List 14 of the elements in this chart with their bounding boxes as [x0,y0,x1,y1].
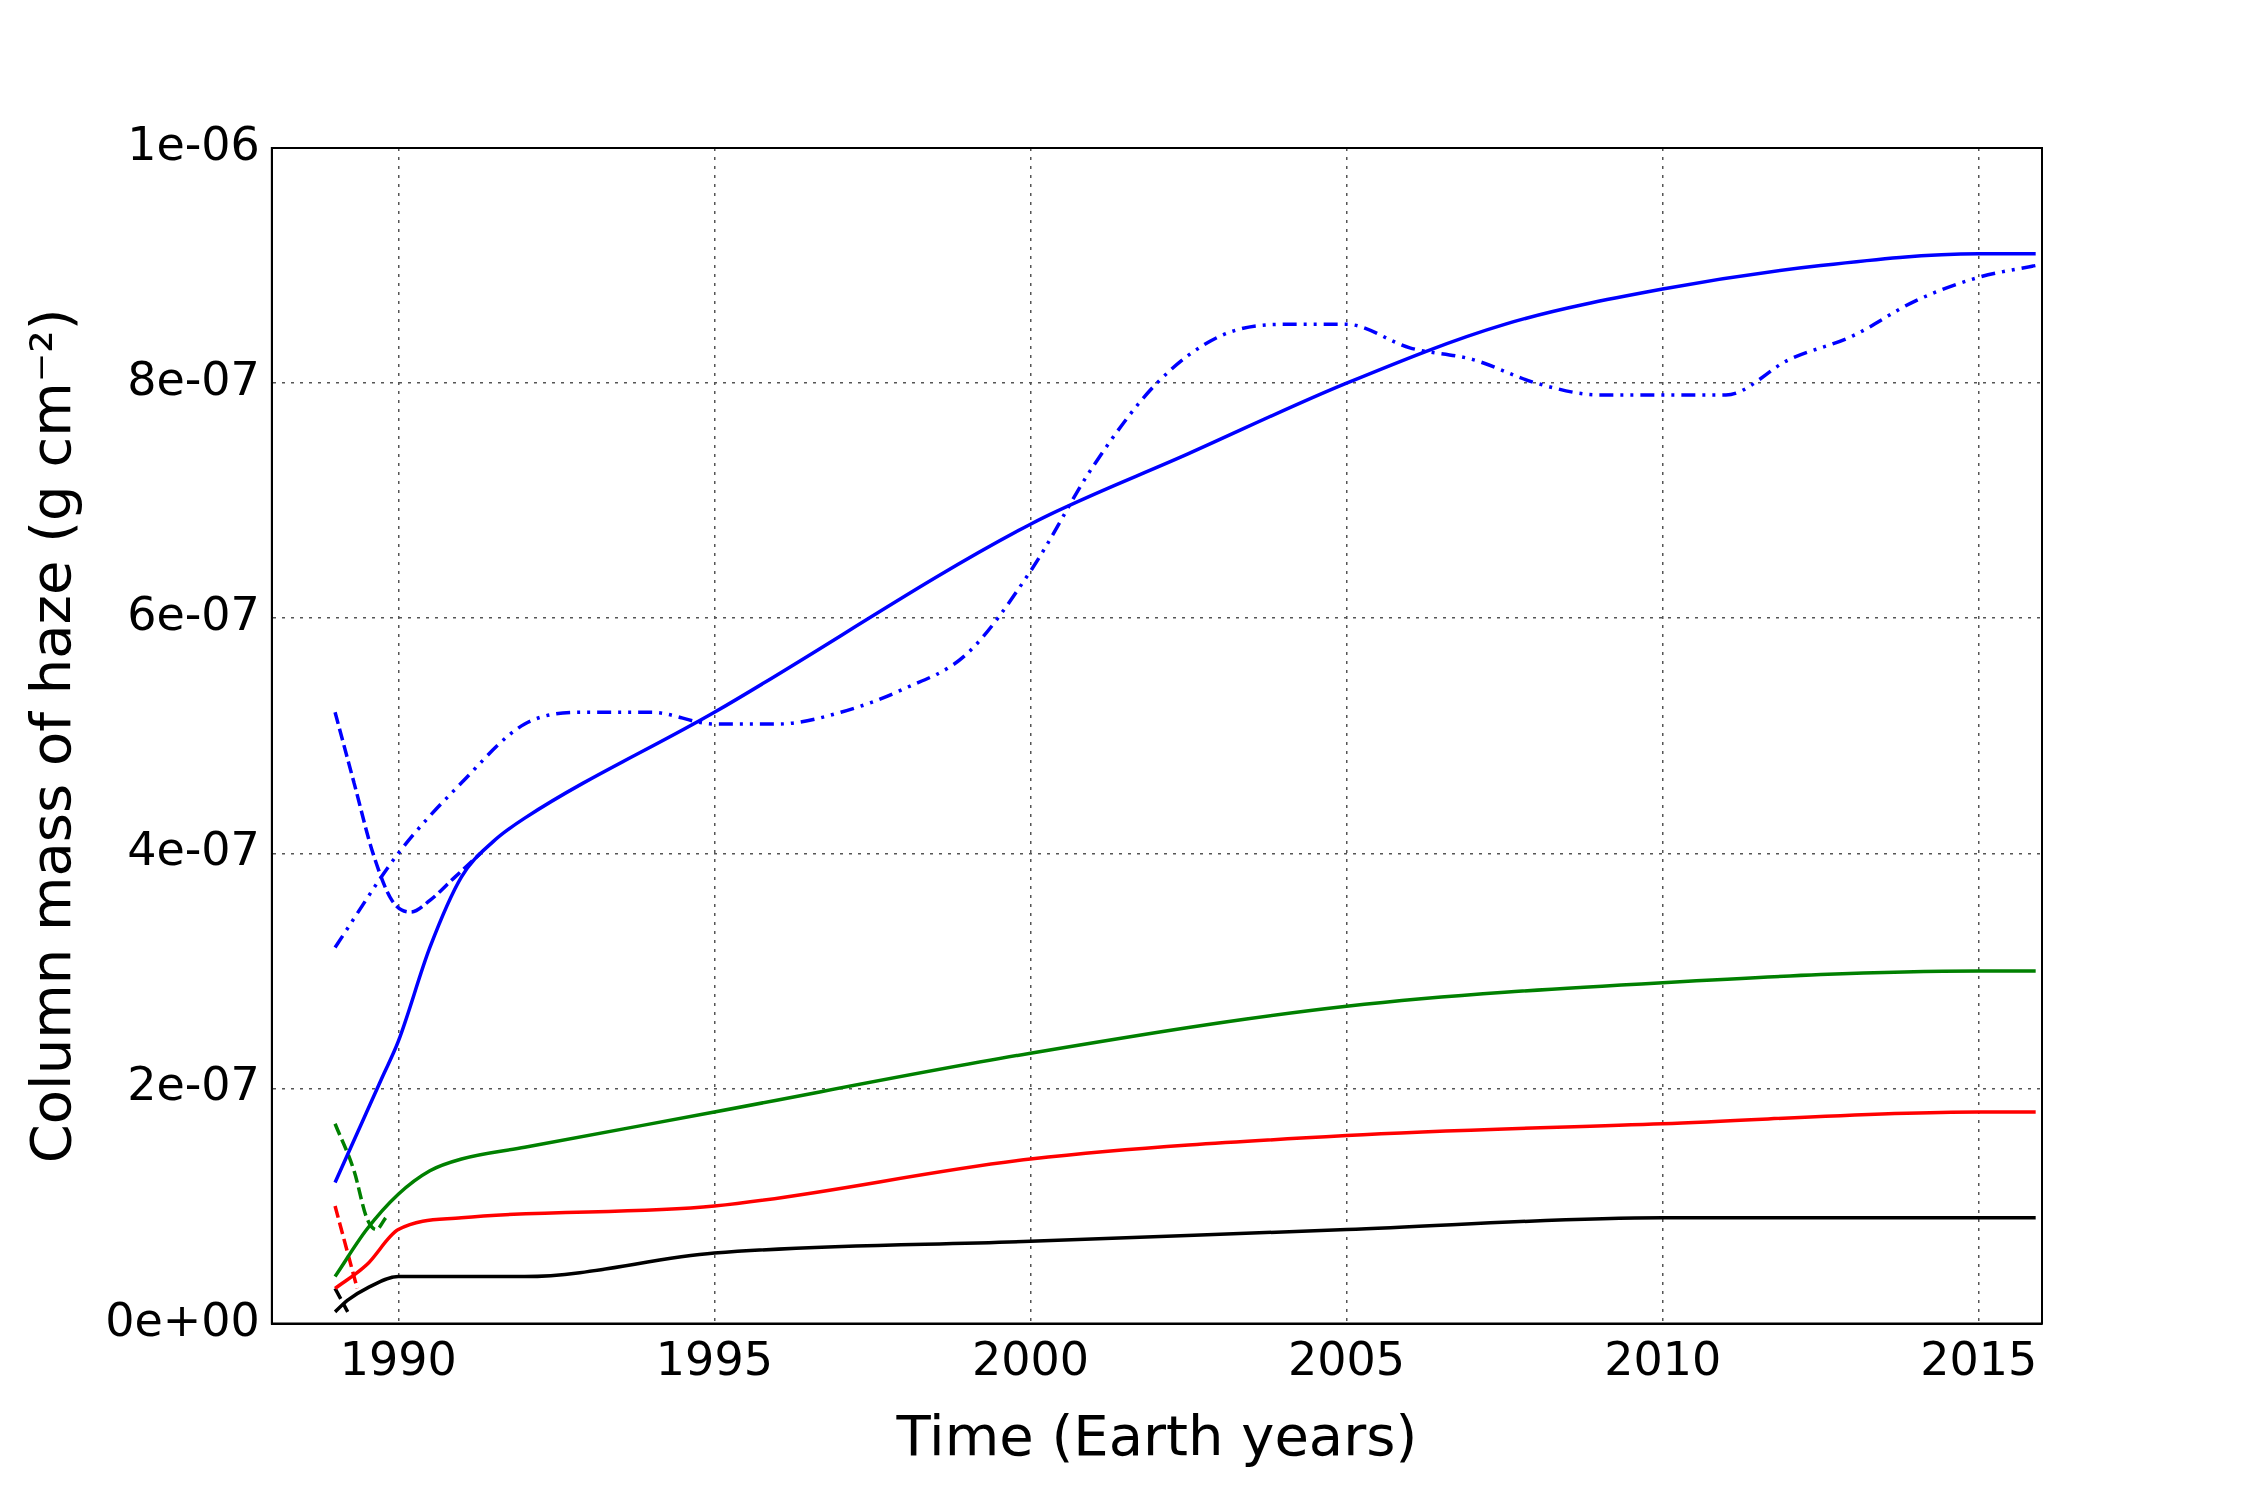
x-tick-label: 2005 [1288,1332,1406,1387]
x-tick-label: 1990 [339,1332,457,1387]
y-tick-label: 0e+00 [105,1292,260,1347]
y-tick-label: 1e-06 [127,116,260,171]
y-axis-title: Column mass of haze (g cm⁻²) [18,308,84,1164]
x-tick-label: 1995 [655,1332,773,1387]
y-tick-label: 4e-07 [127,822,260,877]
x-tick-label: 2010 [1604,1332,1722,1387]
y-tick-label: 2e-07 [127,1057,260,1112]
y-tick-label: 6e-07 [127,587,260,642]
y-tick-label: 8e-07 [127,352,260,407]
x-axis-title: Time (Earth years) [895,1402,1418,1468]
x-tick-label: 2000 [971,1332,1090,1387]
x-tick-label: 2015 [1920,1332,2038,1387]
